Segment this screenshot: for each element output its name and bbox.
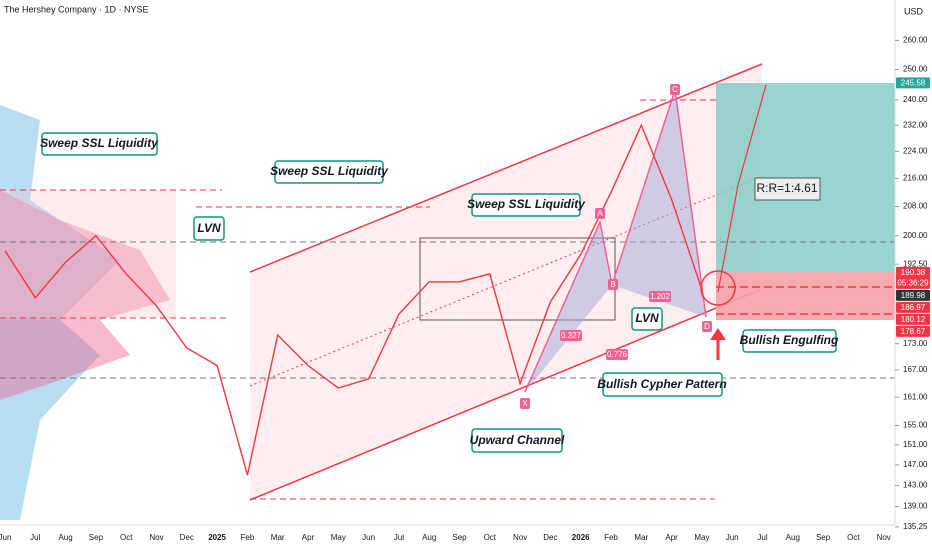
annotation: Upward Channel	[470, 433, 565, 447]
x-tick-label: Sep	[816, 533, 831, 542]
x-tick-label: Jun	[0, 533, 11, 542]
x-tick-label: Jul	[30, 533, 40, 542]
x-tick-label: Apr	[302, 533, 315, 542]
y-tick-label: 216.00	[903, 174, 928, 183]
pattern-point: B	[610, 280, 615, 289]
price-tag-label: 245.58	[901, 78, 926, 87]
price-line	[4, 123, 703, 476]
y-tick-label: 173.00	[903, 339, 928, 348]
y-tick-label: 147.00	[903, 460, 928, 469]
y-tick-label: 143.00	[903, 481, 928, 490]
price-tag	[896, 313, 930, 325]
x-tick-label: Mar	[271, 533, 285, 542]
pattern-point: X	[522, 399, 528, 408]
y-tick-label: 135.25	[903, 522, 928, 531]
price-tag	[896, 325, 930, 337]
x-tick-label: Jul	[757, 533, 767, 542]
drawings	[0, 63, 895, 520]
y-tick-label: 240.00	[903, 95, 928, 104]
annotation: Sweep SSL Liquidity	[40, 136, 159, 150]
x-tick-label: Jun	[726, 533, 739, 542]
price-tag	[896, 289, 930, 301]
annotation: Bullish Engulfing	[740, 333, 839, 347]
x-tick-label: Nov	[513, 533, 527, 542]
price-tag	[896, 301, 930, 313]
x-tick-label: Jun	[362, 533, 375, 542]
x-tick-label: 2025	[208, 533, 226, 542]
currency: USD	[904, 6, 924, 16]
chart-title: The Hershey Company · 1D · NYSE	[4, 4, 149, 14]
price-tag-label: 189.98	[901, 291, 926, 300]
countdown: 05:36:29	[897, 279, 929, 288]
x-tick-label: Dec	[543, 533, 557, 542]
price-tag-label: 190.38	[901, 268, 926, 277]
fib-label: 0.327	[561, 331, 582, 340]
y-tick-label: 250.00	[903, 65, 928, 74]
annotation: LVN	[197, 221, 221, 235]
x-tick-label: Oct	[484, 533, 497, 542]
price-tag	[896, 266, 930, 289]
x-tick-label: Nov	[149, 533, 163, 542]
x-tick-label: Nov	[877, 533, 891, 542]
y-tick-label: 200.00	[903, 231, 928, 240]
pattern-labels: X A B C D 0.327 1.202 0.776	[520, 84, 712, 409]
annotation: R:R=1:4.61	[756, 181, 817, 195]
pattern-point: A	[597, 209, 603, 218]
x-tick-label: Aug	[422, 533, 436, 542]
annotation: Sweep SSL Liquidity	[270, 164, 389, 178]
annotation: LVN	[635, 311, 659, 325]
x-tick-label: Dec	[180, 533, 194, 542]
x-tick-label: Jul	[394, 533, 404, 542]
y-tick-label: 139.00	[903, 502, 928, 511]
x-tick-label: May	[331, 533, 346, 542]
x-tick-label: Aug	[786, 533, 800, 542]
y-tick-label: 155.00	[903, 421, 928, 430]
x-tick-label: Sep	[89, 533, 104, 542]
y-tick-label: 232.00	[903, 120, 928, 129]
x-tick-label: Feb	[604, 533, 618, 542]
y-tick-label: 161.00	[903, 392, 928, 401]
x-tick-label: Apr	[665, 533, 678, 542]
price-tag-label: 180.12	[901, 315, 926, 324]
x-tick-label: Oct	[120, 533, 133, 542]
x-tick-label: 2026	[572, 533, 590, 542]
y-tick-label: 151.00	[903, 440, 928, 449]
price-tag-label: 178.67	[901, 327, 926, 336]
x-tick-label: Feb	[241, 533, 255, 542]
x-tick-label: Oct	[847, 533, 860, 542]
annotations: Sweep SSL Liquidity Sweep SSL Liquidity …	[40, 132, 839, 453]
y-tick-label: 224.00	[903, 146, 928, 155]
price-tag	[896, 77, 930, 89]
annotation: Sweep SSL Liquidity	[467, 197, 586, 211]
fib-label: 0.776	[607, 350, 628, 359]
annotation: Bullish Cypher Pattern	[597, 377, 726, 391]
y-tick-label: 167.00	[903, 365, 928, 374]
x-tick-label: Mar	[634, 533, 648, 542]
price-tag-label: 186.97	[901, 303, 926, 312]
y-tick-label: 192.50	[903, 259, 928, 268]
x-tick-label: May	[694, 533, 709, 542]
y-tick-label: 260.00	[903, 36, 928, 45]
x-tick-label: Sep	[452, 533, 467, 542]
y-tick-label: 208.00	[903, 202, 928, 211]
fib-label: 1.202	[650, 292, 671, 301]
pattern-point: D	[704, 322, 710, 331]
x-tick-label: Aug	[58, 533, 72, 542]
pattern-point: C	[672, 85, 678, 94]
